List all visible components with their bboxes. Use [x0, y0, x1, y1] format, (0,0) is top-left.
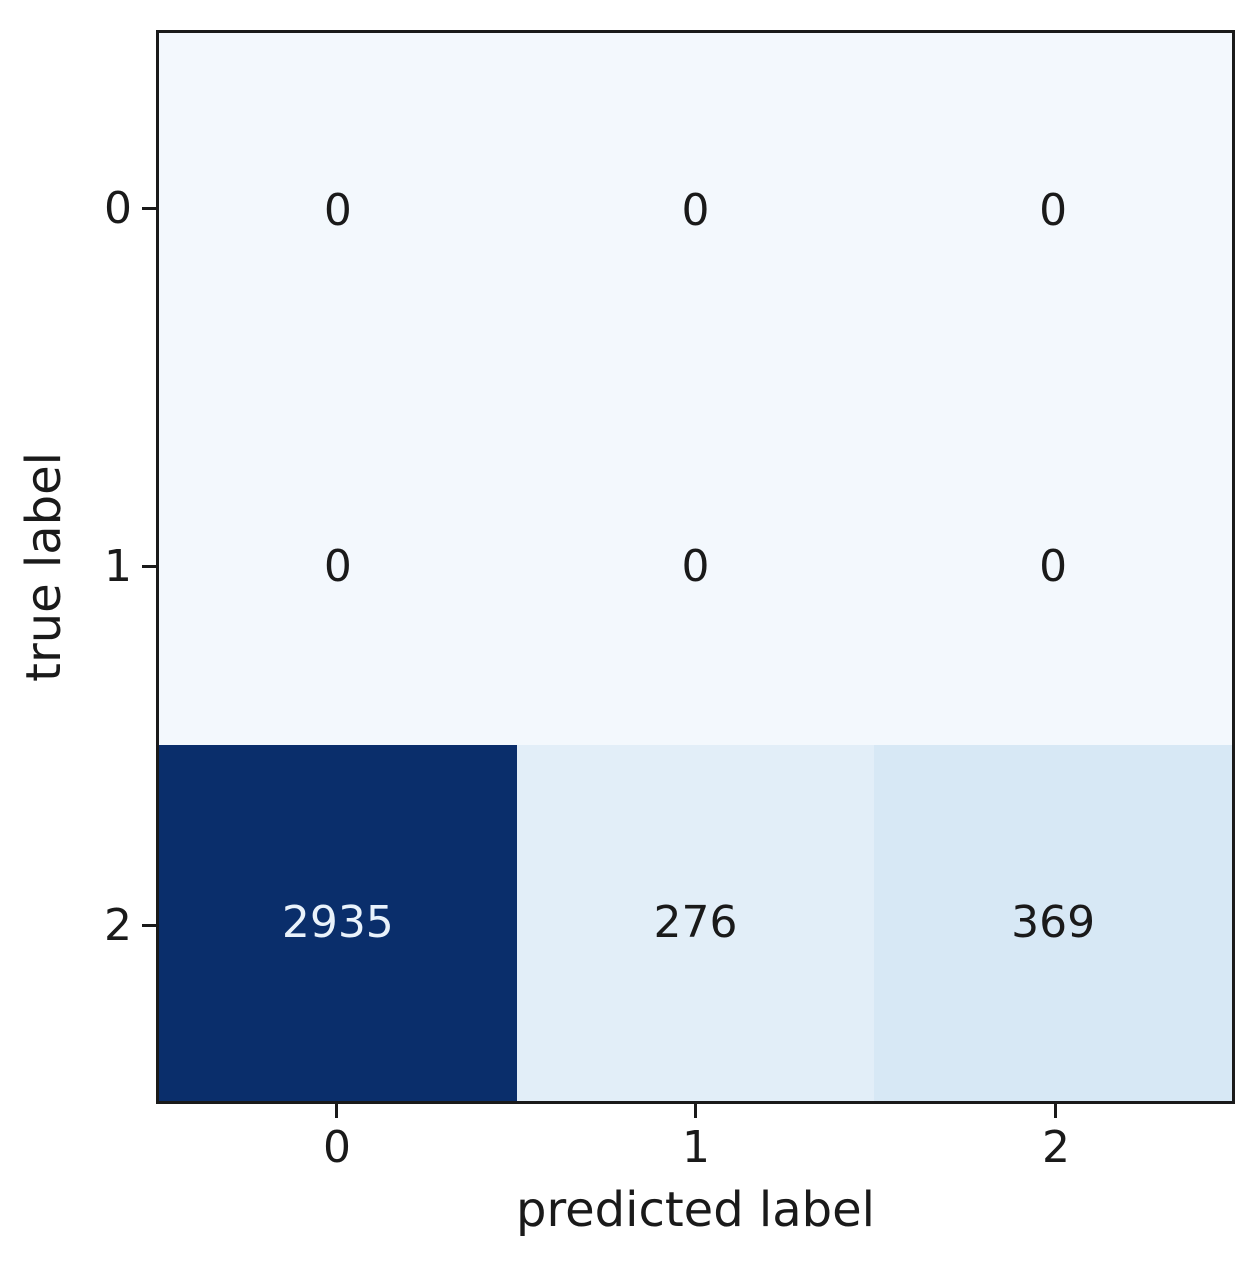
matrix-cell-r0c0: 0 — [159, 33, 517, 389]
cell-value: 0 — [681, 185, 710, 236]
cell-value: 276 — [653, 897, 738, 948]
cell-value: 2935 — [281, 897, 394, 948]
x-axis-label: predicted label — [515, 1182, 876, 1238]
y-tick-mark-2 — [142, 924, 156, 927]
matrix-cell-r1c2: 0 — [874, 389, 1232, 745]
matrix-cell-r0c1: 0 — [516, 33, 875, 389]
cell-value: 0 — [323, 185, 352, 236]
cell-value: 0 — [1039, 185, 1068, 236]
y-tick-label-0: 0 — [104, 183, 132, 234]
x-tick-label-0: 0 — [323, 1122, 351, 1173]
y-tick-label-2: 2 — [104, 900, 132, 951]
y-tick-mark-0 — [142, 207, 156, 210]
matrix-cell-r0c2: 0 — [874, 33, 1232, 389]
heatmap-plot-area: 0 0 0 0 0 0 2935 276 369 — [156, 30, 1235, 1104]
matrix-cell-r2c0: 2935 — [159, 745, 517, 1101]
matrix-cell-r1c0: 0 — [159, 389, 517, 745]
cell-value: 0 — [1039, 541, 1068, 592]
matrix-cell-r2c2: 369 — [874, 745, 1232, 1101]
x-tick-mark-2 — [1054, 1104, 1057, 1118]
cell-value: 369 — [1011, 897, 1096, 948]
y-tick-label-1: 1 — [104, 541, 132, 592]
matrix-cell-r2c1: 276 — [516, 745, 875, 1101]
x-tick-mark-0 — [335, 1104, 338, 1118]
matrix-cell-r1c1: 0 — [516, 389, 875, 745]
x-tick-label-1: 1 — [682, 1122, 710, 1173]
x-tick-mark-1 — [694, 1104, 697, 1118]
cell-value: 0 — [681, 541, 710, 592]
cell-value: 0 — [323, 541, 352, 592]
x-tick-label-2: 2 — [1042, 1122, 1070, 1173]
y-tick-mark-1 — [142, 565, 156, 568]
